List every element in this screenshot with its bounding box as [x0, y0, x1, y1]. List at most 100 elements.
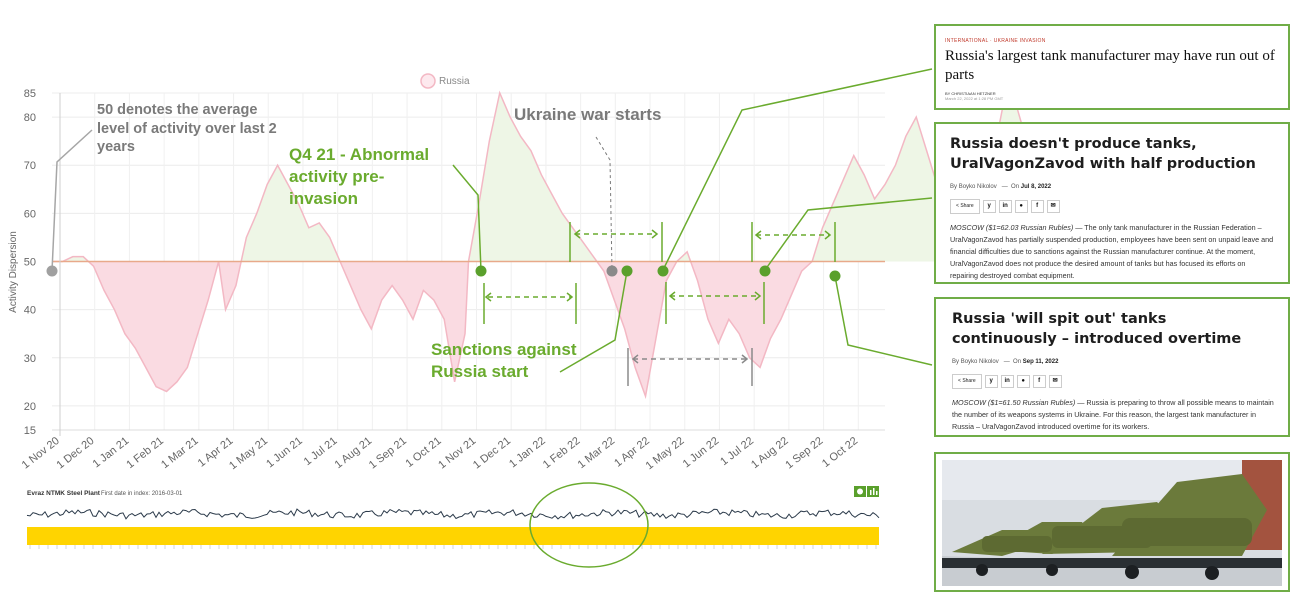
legend-swatch — [420, 73, 436, 89]
facebook-icon[interactable]: f — [1032, 375, 1046, 388]
x-tick-label: 1 Sep 21 — [367, 435, 409, 472]
marker-card1 — [657, 265, 669, 277]
mini-chart-first-date: First date in index: 2016-03-01 — [101, 491, 183, 497]
war-connector — [595, 136, 613, 272]
marker-q4 — [475, 265, 487, 277]
x-tick-label: 1 Feb 22 — [541, 435, 583, 471]
y-tick-label: 60 — [24, 208, 36, 220]
x-tick-label: 1 Jun 21 — [264, 435, 305, 470]
mini-chart: Evraz NTMK Steel Plant First date in ind… — [26, 482, 880, 568]
y-tick-label: 80 — [24, 112, 36, 124]
card1-kicker: INTERNATIONAL · UKRAINE INVASION — [945, 38, 1046, 44]
y-tick-label: 15 — [24, 425, 36, 437]
x-tick-label: 1 Aug 22 — [749, 435, 791, 471]
news-card-fortune[interactable]: INTERNATIONAL · UKRAINE INVASION Russia'… — [934, 24, 1290, 110]
card3-share-row: < Share y in ● f ✉ — [952, 374, 1274, 389]
mini-chart-ticks — [29, 545, 877, 549]
mini-chart-bar-strip — [27, 527, 879, 545]
x-tick-label: 1 May 21 — [227, 435, 270, 472]
x-tick-label: 1 Nov 20 — [20, 435, 62, 472]
annotation-connectors — [51, 68, 933, 373]
y-tick-label: 30 — [24, 353, 36, 365]
card2-meta: By Boyko Nikolov — On Jul 8, 2022 — [950, 184, 1052, 190]
facebook-icon[interactable]: f — [1030, 200, 1044, 213]
annotation-war: Ukraine war starts — [514, 105, 661, 124]
card2-date: Jul 8, 2022 — [1020, 184, 1052, 190]
x-tick-label: 1 Oct 22 — [820, 435, 860, 470]
card3-body: MOSCOW ($1=61.50 Russian Rubles) — Russi… — [952, 398, 1274, 431]
q4-connector — [452, 164, 482, 272]
annotation-q4: Q4 21 - Abnormal activity pre- invasion — [289, 145, 434, 208]
mini-chart-line — [26, 508, 880, 520]
x-tick-label: 1 Dec 20 — [54, 435, 96, 472]
linkedin-icon[interactable]: in — [998, 200, 1012, 213]
series-line-russia — [52, 85, 1025, 400]
y-tick-label: 50 — [24, 257, 36, 269]
news-card-overtime[interactable]: Russia 'will spit out' tanks continuousl… — [934, 297, 1290, 437]
tank-train-photo — [942, 460, 1282, 586]
period-brackets — [483, 222, 836, 386]
card3-author[interactable]: Boyko Nikolov — [960, 359, 999, 365]
marker-sanctions — [621, 265, 633, 277]
area-series — [52, 85, 1025, 400]
y-tick-label: 70 — [24, 160, 36, 172]
x-tick-label: 1 Dec 21 — [471, 435, 513, 472]
x-tick-label: 1 Nov 21 — [436, 435, 478, 472]
area-above-baseline — [52, 88, 1024, 262]
card3-meta: By Boyko Nikolov — On Sep 11, 2022 — [952, 359, 1059, 365]
event-markers — [46, 265, 841, 282]
x-tick-label: 1 Jan 21 — [91, 435, 132, 470]
reddit-icon[interactable]: ● — [1016, 375, 1030, 388]
marker-avg — [46, 265, 58, 277]
card3-connector — [834, 275, 933, 366]
card2-title[interactable]: Russia doesn't produce tanks, UralVagonZ… — [950, 136, 1256, 172]
x-tick-label: 1 Sep 22 — [783, 435, 825, 472]
avg-connector — [51, 129, 93, 272]
email-icon[interactable]: ✉ — [1046, 200, 1060, 213]
x-tick-label: 1 Mar 22 — [576, 435, 618, 471]
legend-label: Russia — [439, 76, 470, 87]
y-tick-label: 20 — [24, 401, 36, 413]
annotation-avg: 50 denotes the average level of activity… — [97, 102, 281, 155]
linkedin-icon[interactable]: in — [1000, 375, 1014, 388]
x-tick-label: 1 Feb 21 — [124, 435, 166, 471]
news-card-tank-production[interactable]: Russia doesn't produce tanks, UralVagonZ… — [934, 122, 1290, 284]
card2-connector — [764, 197, 933, 271]
area-below-baseline — [52, 261, 1024, 397]
x-tick-label: 1 May 22 — [644, 435, 687, 472]
sanctions-connector — [559, 270, 628, 373]
x-tick-label: 1 Mar 21 — [159, 435, 201, 471]
y-tick-label: 85 — [24, 88, 36, 100]
share-button[interactable]: < Share — [952, 374, 982, 389]
bar-chart-icon — [870, 490, 872, 495]
tank-photo-card — [934, 452, 1290, 592]
card2-author[interactable]: Boyko Nikolov — [958, 184, 997, 190]
share-button[interactable]: < Share — [950, 199, 980, 214]
x-tick-label: 1 Jun 22 — [681, 435, 722, 470]
card3-date: Sep 11, 2022 — [1022, 359, 1059, 365]
twitter-icon[interactable]: y — [982, 200, 996, 213]
card1-byline: BY CHRISTIAAN HETZNER — [945, 91, 996, 96]
marker-war — [606, 265, 618, 277]
card2-body: MOSCOW ($1=62.03 Russian Rubles) — The o… — [950, 223, 1274, 280]
x-tick-label: 1 Aug 21 — [333, 435, 375, 471]
globe-icon — [857, 488, 863, 495]
reddit-icon[interactable]: ● — [1014, 200, 1028, 213]
twitter-icon[interactable]: y — [984, 375, 998, 388]
card1-connector — [662, 68, 933, 271]
marker-card3 — [829, 270, 841, 282]
x-tick-label: 1 Jan 22 — [507, 435, 548, 470]
legend[interactable]: Russia — [420, 73, 470, 89]
card1-title[interactable]: Russia's largest tank manufacturer may h… — [945, 48, 1275, 83]
y-tick-label: 40 — [24, 305, 36, 317]
card3-title[interactable]: Russia 'will spit out' tanks continuousl… — [952, 311, 1242, 347]
marker-card2 — [759, 265, 771, 277]
card2-share-row: < Share y in ● f ✉ — [950, 199, 1274, 214]
highlight-ellipse — [529, 482, 649, 568]
y-axis-label: Activity Dispersion — [8, 231, 19, 313]
annotation-sanctions: Sanctions against Russia start — [431, 340, 581, 381]
card1-date: March 22, 2022 at 1:28 PM GMT — [945, 96, 1004, 101]
mini-chart-toggle[interactable] — [854, 486, 879, 497]
email-icon[interactable]: ✉ — [1048, 375, 1062, 388]
